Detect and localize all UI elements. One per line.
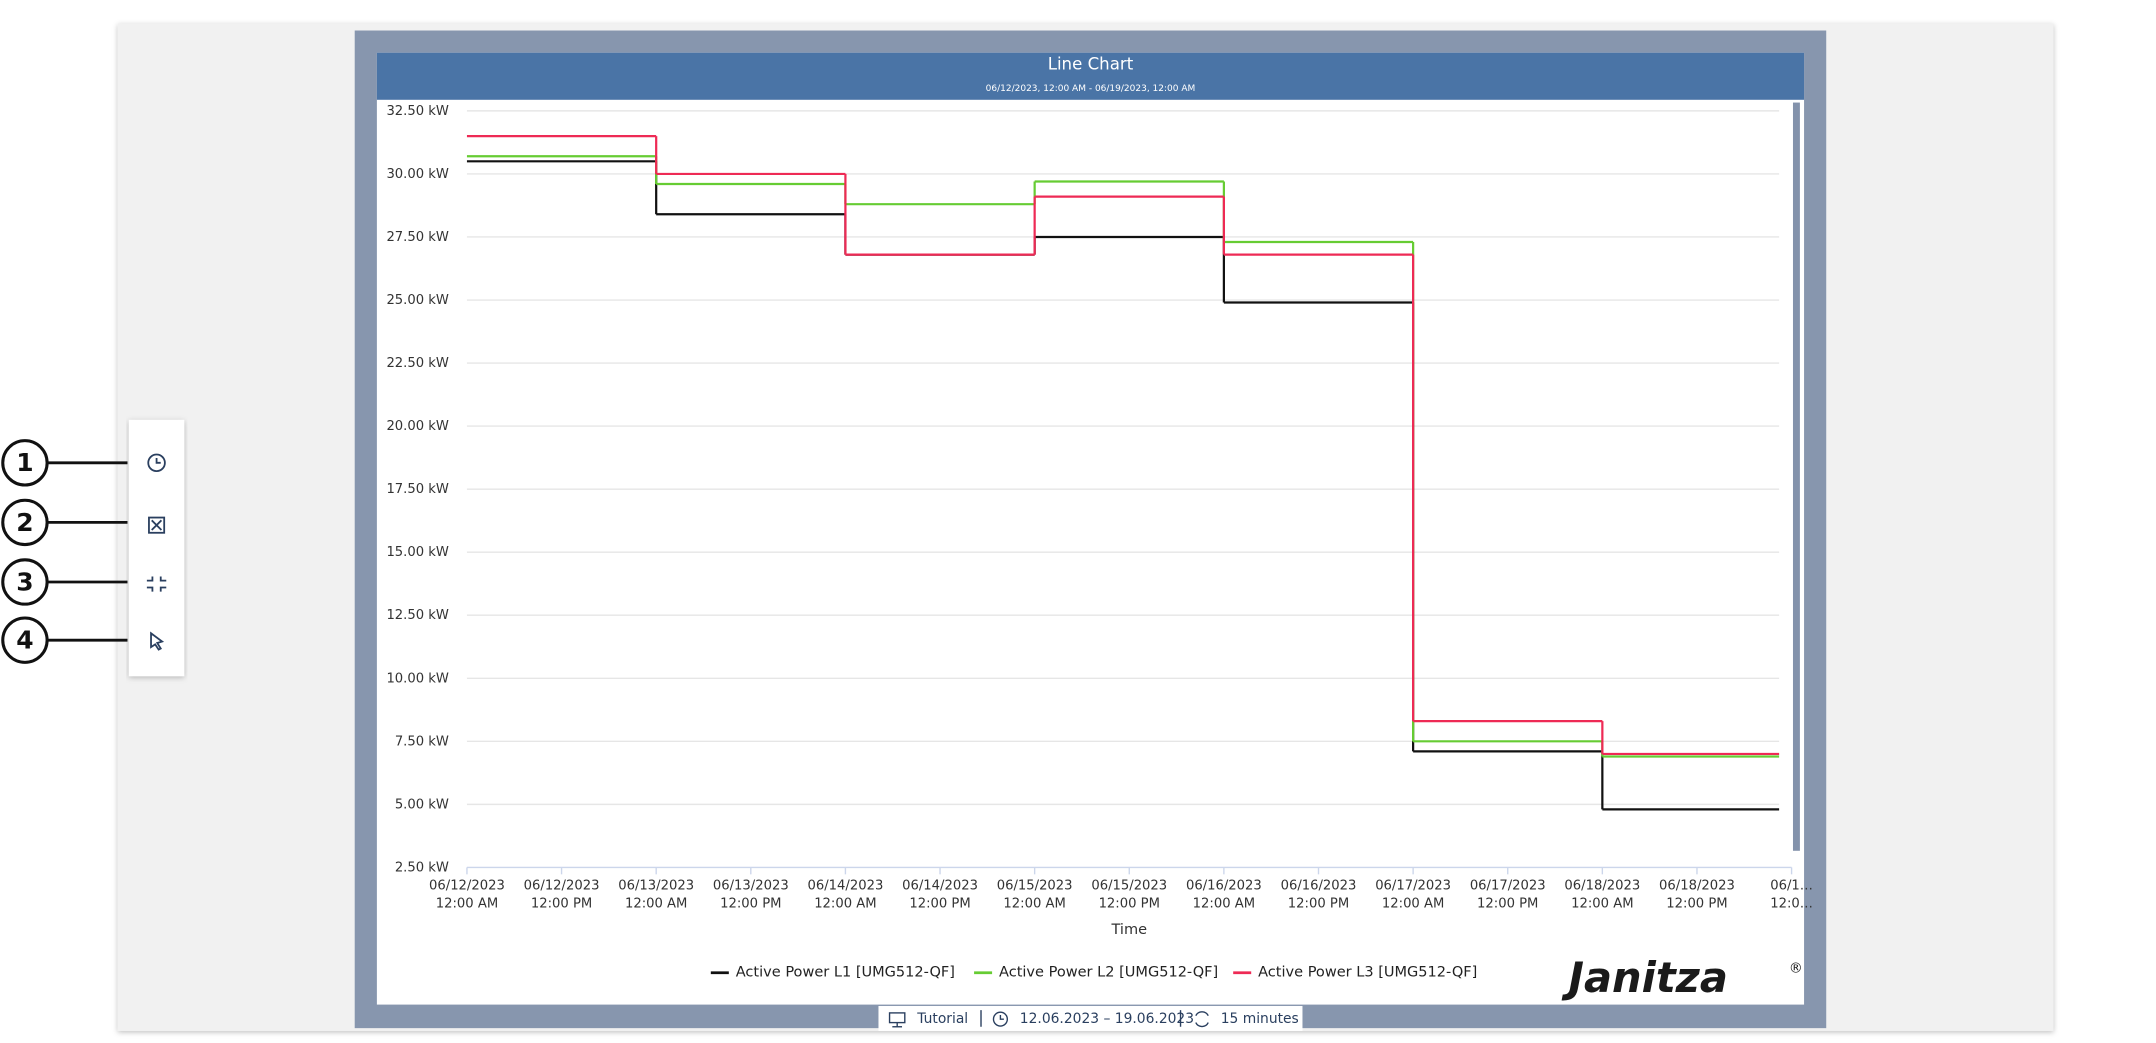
- callout-number: 3: [16, 567, 33, 596]
- y-tick-label: 27.50 kW: [386, 230, 448, 245]
- footer-icons: [888, 1010, 1209, 1028]
- y-tick-label: 32.50 kW: [386, 104, 448, 119]
- y-tick-label: 5.00 kW: [395, 797, 449, 812]
- footer-dashboard[interactable]: Tutorial: [916, 1011, 968, 1027]
- x-tick-label: 06/17/2023 12:00 AM: [1375, 878, 1451, 911]
- time-button[interactable]: [147, 453, 166, 473]
- x-tick-label: 06/14/2023 12:00 PM: [902, 878, 978, 911]
- y-tick-label: 30.00 kW: [386, 167, 448, 182]
- callout-number: 1: [16, 448, 33, 477]
- chart-header: [376, 52, 1805, 100]
- zoom-button[interactable]: [148, 516, 166, 534]
- x-tick-label: 06/15/2023 12:00 PM: [1091, 878, 1167, 911]
- y-tick-label: 17.50 kW: [386, 482, 448, 497]
- reset-zoom-button[interactable]: [146, 576, 167, 592]
- callout-number: 4: [16, 626, 33, 655]
- chart-panel: [376, 52, 1805, 1005]
- x-axis-label: Time: [1110, 922, 1147, 938]
- x-tick-label: 06/13/2023 12:00 PM: [713, 878, 789, 911]
- footer-range[interactable]: 12.06.2023 – 19.06.2023: [1020, 1011, 1194, 1027]
- legend-label[interactable]: Active Power L3 [UMG512-QF]: [1258, 965, 1477, 981]
- logo: Janitza: [1562, 953, 1728, 1002]
- y-tick-label: 2.50 kW: [395, 860, 449, 875]
- x-tick-label: 06/18/2023 12:00 PM: [1659, 878, 1735, 911]
- plot: 2.50 kW 5.00 kW 7.50 kW 10.00 kW 12.50 kW 15.…: [386, 104, 1812, 981]
- legend-label[interactable]: Active Power L2 [UMG512-QF]: [999, 965, 1218, 981]
- x-tick-label: 06/1… 12:0…: [1770, 878, 1813, 911]
- series: [466, 134, 1780, 756]
- select-button[interactable]: [150, 631, 165, 651]
- y-tick-label: 20.00 kW: [386, 419, 448, 434]
- x-tick-label: 06/15/2023 12:00 AM: [997, 878, 1073, 911]
- footer-bar: [878, 1005, 1303, 1031]
- x-tick-label: 06/17/2023 12:00 PM: [1470, 878, 1546, 911]
- x-tick-label: 06/12/2023 12:00 AM: [429, 878, 505, 911]
- y-tick-label: 25.00 kW: [386, 293, 448, 308]
- y-tick-label: 15.00 kW: [386, 545, 448, 560]
- callouts: 1 2 3 4: [1, 439, 128, 664]
- legend-label[interactable]: Active Power L1 [UMG512-QF]: [736, 965, 955, 981]
- y-tick-label: 12.50 kW: [386, 608, 448, 623]
- callout-number: 2: [16, 508, 33, 537]
- callout-circle: [1, 558, 49, 606]
- callout-circle: [1, 616, 49, 664]
- logo-mark: ®: [1789, 961, 1803, 977]
- toolbar-icons: [146, 453, 167, 651]
- chart-title: Line Chart: [1048, 55, 1134, 74]
- y-tick-label: 10.00 kW: [386, 671, 448, 686]
- x-tick-label: 06/13/2023 12:00 AM: [618, 878, 694, 911]
- scrollbar[interactable]: [1792, 102, 1800, 851]
- x-tick-label: 06/12/2023 12:00 PM: [524, 878, 600, 911]
- y-tick-label: 7.50 kW: [395, 734, 449, 749]
- footer-interval[interactable]: 15 minutes: [1221, 1011, 1299, 1027]
- chart-subtitle: 06/12/2023, 12:00 AM - 06/19/2023, 12:00…: [986, 84, 1196, 94]
- x-tick-label: 06/16/2023 12:00 AM: [1186, 878, 1262, 911]
- callout-circle: [1, 498, 49, 547]
- callout-circle: [1, 439, 49, 487]
- x-tick-label: 06/16/2023 12:00 PM: [1281, 878, 1357, 911]
- y-tick-label: 22.50 kW: [386, 356, 448, 371]
- x-tick-label: 06/14/2023 12:00 AM: [807, 878, 883, 911]
- x-tick-label: 06/18/2023 12:00 AM: [1564, 878, 1640, 911]
- step-riser: [655, 136, 1604, 754]
